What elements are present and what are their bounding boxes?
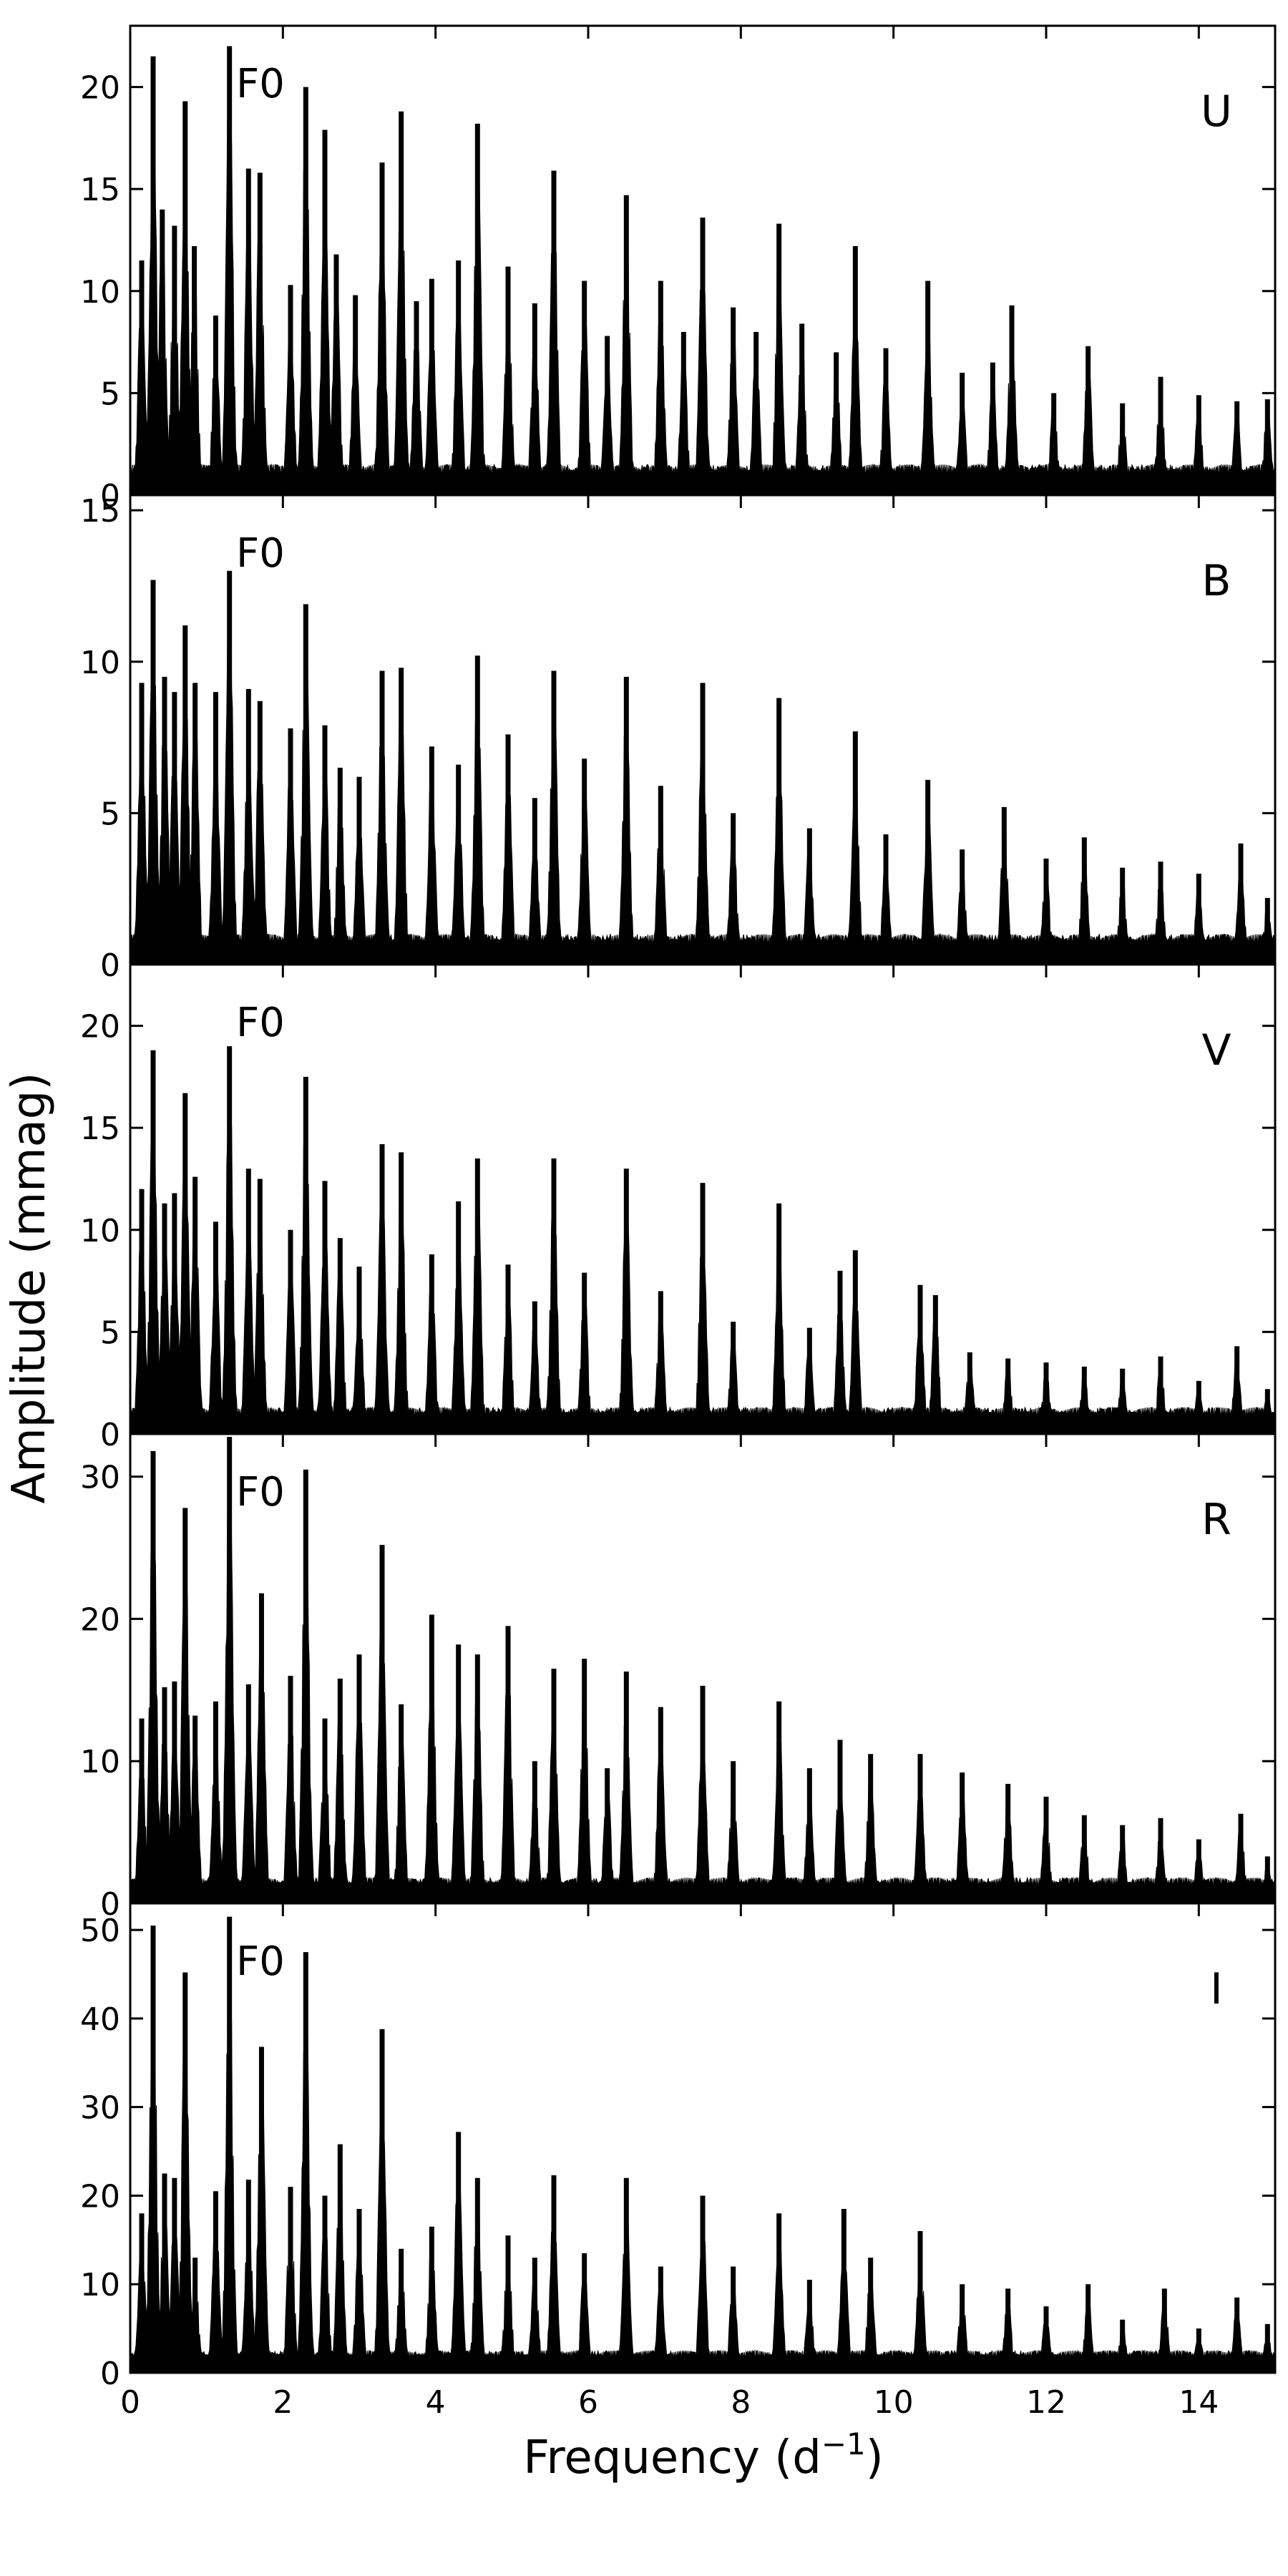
ytick-label-I-3: 30 — [80, 2090, 120, 2127]
ytick-label-R-1: 10 — [80, 1744, 120, 1780]
ytick-label-U-2: 10 — [80, 274, 120, 311]
xtick-label-7: 14 — [1179, 2384, 1219, 2421]
f0-annotation-U: F0 — [236, 61, 285, 107]
xtick-label-4: 8 — [731, 2384, 751, 2421]
ytick-label-I-1: 10 — [80, 2267, 120, 2303]
panel-label-U: U — [1201, 87, 1232, 137]
ytick-label-I-4: 40 — [80, 2001, 120, 2038]
f0-annotation-V: F0 — [236, 1000, 285, 1046]
panel-label-I: I — [1210, 1964, 1223, 2014]
ytick-label-R-3: 30 — [80, 1460, 120, 1496]
ytick-label-B-3: 15 — [80, 493, 120, 530]
xtick-label-3: 6 — [578, 2384, 598, 2421]
xtick-label-1: 2 — [273, 2384, 293, 2421]
ytick-label-U-0: 0 — [100, 478, 120, 514]
x-axis-label-tail: ) — [866, 2431, 884, 2484]
ytick-label-V-3: 15 — [80, 1111, 120, 1147]
ytick-label-R-0: 0 — [100, 1886, 120, 1923]
ytick-label-B-1: 5 — [100, 796, 120, 832]
x-axis-label: Frequency (d−1) — [523, 2426, 883, 2484]
panel-U: 0 5 10 15 20 F0 U — [80, 24, 1277, 514]
f0-annotation-B: F0 — [236, 530, 285, 577]
xtick-label-2: 4 — [426, 2384, 446, 2421]
ytick-label-U-4: 20 — [80, 70, 120, 107]
x-axis-label-main: Frequency (d — [523, 2431, 821, 2484]
ytick-label-B-2: 10 — [80, 645, 120, 681]
ytick-label-I-2: 20 — [80, 2178, 120, 2215]
ytick-label-U-1: 5 — [100, 376, 120, 412]
xtick-label-5: 10 — [874, 2384, 914, 2421]
xtick-label-6: 12 — [1026, 2384, 1066, 2421]
ytick-label-V-0: 0 — [100, 1417, 120, 1453]
ytick-label-V-1: 5 — [100, 1314, 120, 1351]
panel-I: 0 10 20 30 40 50 F0 I — [80, 1902, 1277, 2392]
panel-label-V: V — [1201, 1025, 1231, 1075]
x-axis-label-superscript: −1 — [821, 2426, 866, 2462]
ytick-label-V-2: 10 — [80, 1213, 120, 1249]
f0-annotation-R: F0 — [236, 1469, 285, 1516]
panel-frame-I — [129, 1902, 1277, 2374]
panel-V: 0 5 10 15 20 F0 V — [80, 963, 1277, 1453]
panel-B: 0 5 10 15 F0 B — [80, 493, 1277, 984]
panel-R: 0 10 20 30 F0 R — [80, 1433, 1277, 1923]
ytick-label-B-0: 0 — [100, 947, 120, 984]
ytick-label-V-4: 20 — [80, 1009, 120, 1045]
panel-label-B: B — [1201, 556, 1231, 606]
y-axis-label: Amplitude (mmag) — [3, 1073, 56, 1504]
ytick-label-U-3: 15 — [80, 172, 120, 208]
xtick-label-0: 0 — [120, 2384, 140, 2421]
f0-annotation-I: F0 — [236, 1938, 285, 1985]
ytick-label-I-0: 0 — [100, 2356, 120, 2392]
ytick-label-I-5: 50 — [80, 1913, 120, 1949]
ytick-label-R-2: 20 — [80, 1601, 120, 1638]
panel-label-R: R — [1201, 1495, 1231, 1545]
